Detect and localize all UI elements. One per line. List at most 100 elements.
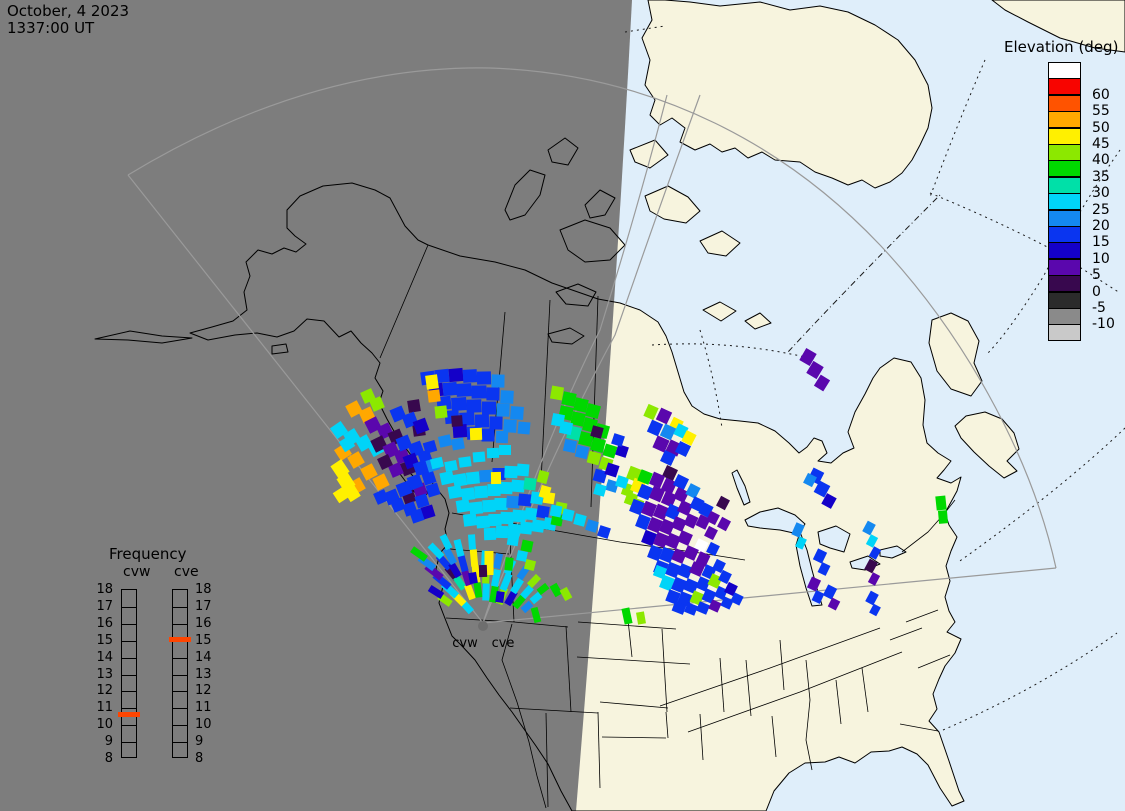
frequency-tick-label: 11 <box>96 700 113 716</box>
scatter-cell <box>482 499 496 513</box>
scatter-cell <box>373 489 389 505</box>
colorbar-tick-label: 50 <box>1092 119 1110 136</box>
scatter-cell <box>406 473 424 491</box>
scatter-cell <box>529 591 543 605</box>
frequency-bar-tick <box>122 691 136 693</box>
scatter-cell <box>388 462 404 478</box>
scatter-cell <box>422 440 438 454</box>
colorbar-box <box>1048 62 1081 79</box>
scatter-cell <box>706 541 720 557</box>
frequency-tick-label: 12 <box>96 683 113 699</box>
scatter-cell <box>811 590 825 604</box>
colorbar-tick-label: 45 <box>1092 136 1110 152</box>
scatter-cell <box>395 434 413 452</box>
frequency-tick-label: 8 <box>195 751 204 766</box>
scatter-cell <box>570 411 586 427</box>
scatter-cell <box>862 520 876 536</box>
frequency-tick-label: 17 <box>96 598 113 614</box>
scatter-cell <box>648 485 666 503</box>
scatter-cell <box>864 558 878 574</box>
colorbar-box <box>1048 275 1081 293</box>
scatter-cell <box>429 456 445 470</box>
magnetic-graticule <box>624 25 1125 731</box>
scatter-cell <box>473 582 483 598</box>
scatter-cell <box>695 551 711 567</box>
scatter-cell <box>677 530 693 546</box>
scatter-cell <box>708 599 722 613</box>
scatter-cell <box>493 552 503 570</box>
frequency-tick-label: 12 <box>195 683 212 699</box>
colorbar-box <box>1048 160 1081 178</box>
colorbar-box <box>1048 111 1081 129</box>
scatter-cell <box>500 390 514 404</box>
frequency-bar-tick <box>122 725 136 727</box>
colorbar-box <box>1048 176 1081 194</box>
scatter-cell <box>434 405 448 419</box>
scatter-cell <box>409 508 425 524</box>
scatter-cell <box>479 469 493 483</box>
colorbar-tick-label: 35 <box>1092 168 1110 185</box>
scatter-cell <box>615 444 629 458</box>
frequency-tick-label: 14 <box>195 649 212 665</box>
scatter-cell <box>652 435 670 453</box>
time-label: 1337:00 UT <box>7 19 95 37</box>
frequency-bar-tick <box>122 674 136 676</box>
scatter-cell <box>812 548 828 564</box>
scatter-cell <box>495 430 509 444</box>
scatter-cell <box>868 546 882 560</box>
frequency-tick-label: 18 <box>195 582 212 597</box>
scatter-cell <box>605 479 619 493</box>
frequency-tick-label: 14 <box>96 649 113 665</box>
scatter-cell <box>459 412 475 426</box>
frequency-tick-label: 15 <box>96 632 113 648</box>
scatter-cell <box>462 369 478 383</box>
scatter-cell <box>506 495 520 509</box>
scatter-cell <box>647 516 663 534</box>
colorbar-box <box>1048 242 1081 260</box>
frequency-tick-label: 16 <box>96 615 113 631</box>
colorbar-box <box>1048 258 1081 276</box>
scatter-cell <box>574 444 590 460</box>
scatter-cell <box>481 428 495 442</box>
scatter-cell <box>484 551 494 575</box>
scatter-cell <box>662 465 678 481</box>
scatter-cell <box>531 519 545 533</box>
scatter-cell <box>671 516 687 532</box>
scatter-cell <box>869 603 881 617</box>
frequency-bar-tick <box>173 674 187 676</box>
scatter-cell <box>643 403 659 421</box>
scatter-cell <box>329 420 349 440</box>
scatter-cell <box>647 544 663 562</box>
scatter-cell <box>451 415 463 427</box>
scatter-cell <box>672 486 690 504</box>
scatter-cell <box>455 499 471 513</box>
scatter-cell <box>536 582 550 596</box>
scatter-cell <box>389 405 407 423</box>
scatter-cell <box>476 371 492 385</box>
colorbar-box <box>1048 226 1081 243</box>
colorbar-tick-label: 10 <box>1092 250 1110 267</box>
scatter-cell <box>530 606 542 624</box>
scatter-cell <box>520 600 534 614</box>
scatter-cell <box>536 469 550 485</box>
frequency-bar-tick <box>122 640 136 642</box>
site-label-cve: cve <box>491 636 515 651</box>
scatter-cell <box>671 601 687 615</box>
scatter-cell <box>821 493 837 509</box>
frequency-bar-tick <box>173 742 187 744</box>
scatter-cell <box>499 445 511 455</box>
frequency-bar-tick <box>122 606 136 608</box>
colorbar-tick-label: 25 <box>1092 201 1110 218</box>
scatter-cell <box>338 435 356 453</box>
colorbar-tick-label: 40 <box>1092 152 1110 169</box>
scatter-cell <box>523 558 537 572</box>
frequency-bar-cve <box>172 589 188 758</box>
scatter-cell <box>712 558 726 574</box>
scatter-cell <box>558 420 574 436</box>
scatter-cell <box>795 536 807 550</box>
scatter-cell <box>683 513 699 529</box>
scatter-cell <box>414 493 430 509</box>
scatter-cell <box>453 575 467 591</box>
scatter-cell <box>412 417 430 435</box>
